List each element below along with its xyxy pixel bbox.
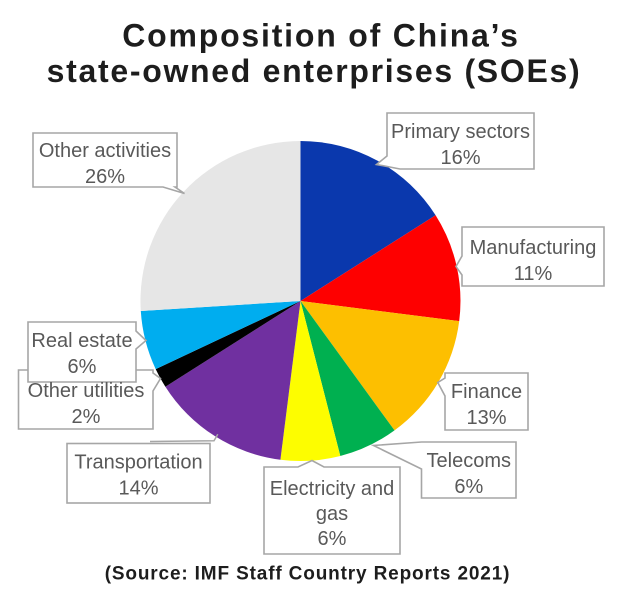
svg-text:gas: gas — [316, 503, 348, 525]
svg-text:Real estate: Real estate — [31, 330, 132, 352]
svg-text:Finance: Finance — [451, 381, 522, 403]
svg-text:Other activities: Other activities — [39, 140, 171, 162]
svg-text:Telecoms: Telecoms — [427, 450, 511, 472]
svg-text:6%: 6% — [68, 356, 97, 378]
svg-text:13%: 13% — [466, 407, 506, 429]
svg-text:Primary sectors: Primary sectors — [391, 121, 530, 143]
svg-text:26%: 26% — [85, 166, 125, 188]
svg-text:Other utilities: Other utilities — [28, 380, 145, 402]
svg-text:6%: 6% — [454, 476, 483, 498]
svg-text:Composition of China’s: Composition of China’s — [122, 18, 520, 54]
svg-text:Manufacturing: Manufacturing — [470, 237, 597, 259]
svg-text:16%: 16% — [440, 147, 480, 169]
svg-text:14%: 14% — [118, 478, 158, 500]
svg-text:Electricity and: Electricity and — [270, 478, 395, 500]
svg-text:Transportation: Transportation — [74, 452, 202, 474]
svg-text:6%: 6% — [318, 528, 347, 550]
svg-text:2%: 2% — [72, 406, 101, 428]
svg-text:11%: 11% — [514, 263, 553, 285]
svg-text:(Source: IMF Staff Country Rep: (Source: IMF Staff Country Reports 2021) — [105, 564, 511, 585]
svg-text:state-owned enterprises (SOEs): state-owned enterprises (SOEs) — [47, 53, 582, 89]
